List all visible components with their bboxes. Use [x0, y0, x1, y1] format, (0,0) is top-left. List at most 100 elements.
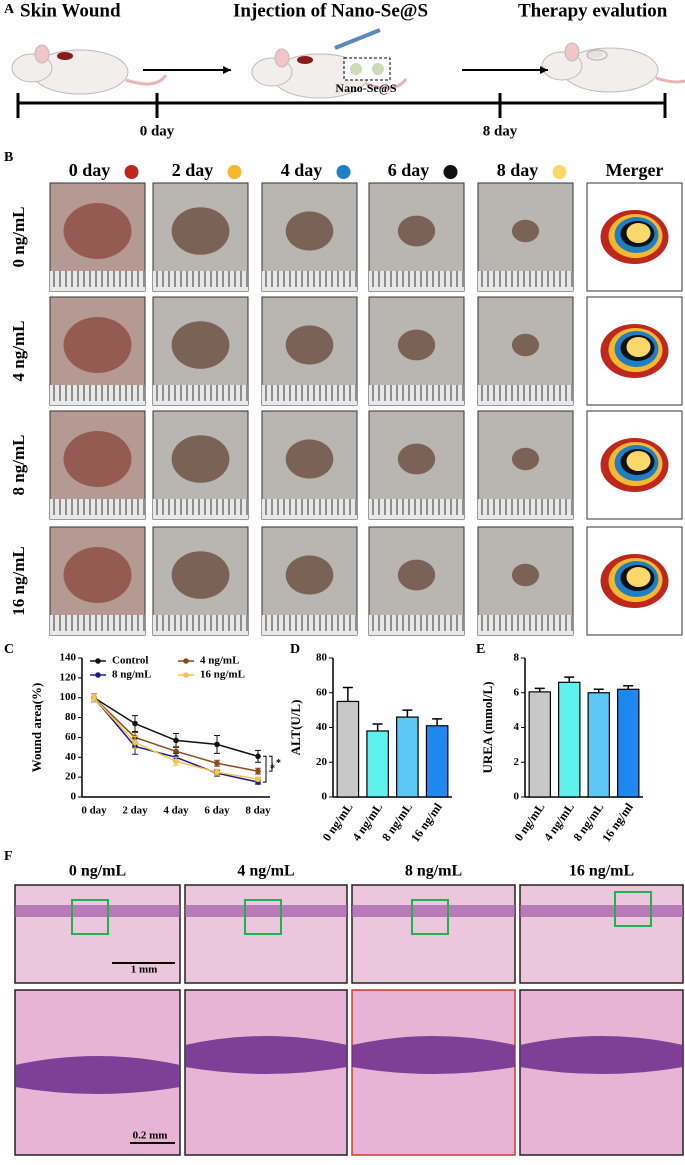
label: 16 ng/mL [9, 546, 28, 615]
roi [244, 899, 282, 935]
label: Nano-Se@S [335, 81, 396, 95]
label: 16 ng/mL [569, 863, 634, 880]
ruler [478, 271, 573, 291]
legend-marker [95, 672, 101, 678]
x-tick-label: 16 ng/ml [408, 800, 445, 845]
merger-outline [626, 451, 651, 471]
wound-area [511, 563, 540, 587]
epidermis [352, 905, 515, 917]
label: 8 ng/mL [405, 863, 462, 880]
y-tick-label: 140 [60, 652, 77, 664]
bar [425, 725, 449, 798]
label: 4 ng/mL [9, 321, 28, 382]
wound-area [285, 555, 334, 595]
y-tick-label: 100 [60, 691, 77, 703]
y-axis-label: Wound area(%) [29, 683, 44, 773]
wound-area [511, 333, 540, 357]
legend-marker [183, 672, 189, 678]
bar [587, 692, 610, 798]
wound [586, 49, 608, 61]
legend-label: 16 ng/mL [200, 669, 245, 681]
legend-dot [124, 165, 139, 179]
legend-label: 4 ng/mL [200, 655, 239, 667]
wound-area [397, 215, 436, 247]
y-tick-label: 40 [316, 721, 328, 733]
panel-label: E [476, 642, 485, 657]
ruler [50, 385, 145, 405]
wound-area [397, 443, 436, 475]
legend-marker [95, 658, 101, 664]
wound-area [63, 317, 132, 373]
label: Therapy evalution [518, 0, 668, 21]
ruler [50, 271, 145, 291]
wound-area [285, 439, 334, 479]
label: Injection of Nano-Se@S [233, 0, 428, 21]
ruler [262, 271, 357, 291]
point [214, 760, 220, 767]
mouse-ear [564, 42, 580, 62]
legend-dot [336, 165, 351, 179]
point [255, 753, 261, 760]
epidermis-layer [520, 1036, 683, 1074]
y-axis-label: ALT(U/L) [288, 700, 303, 756]
y-tick-label: 2 [514, 756, 520, 768]
mouse-tail [655, 76, 685, 84]
arrow-head [540, 66, 548, 74]
error-bar [402, 709, 413, 718]
ruler [262, 499, 357, 519]
label: Merger [606, 160, 664, 180]
point [173, 748, 179, 755]
ruler [50, 499, 145, 519]
label: 8 day [483, 123, 518, 139]
ruler [153, 271, 248, 291]
point [255, 776, 261, 782]
annotation: * [276, 758, 281, 769]
error-bar [342, 686, 353, 702]
roi [71, 899, 109, 935]
point [255, 768, 261, 774]
y-axis-label: UREA (mmol/L) [480, 681, 495, 773]
wound-area [285, 325, 334, 365]
significance-bracket [269, 755, 273, 772]
legend-label: Control [112, 655, 148, 667]
y-tick-label: 8 [514, 652, 520, 664]
ruler [478, 385, 573, 405]
y-tick-label: 0 [71, 791, 77, 803]
wound-area [171, 551, 230, 599]
ruler [369, 499, 464, 519]
y-tick-label: 80 [316, 652, 328, 664]
ruler [262, 615, 357, 635]
y-tick-label: 20 [65, 771, 77, 783]
wound [587, 50, 603, 58]
arrow-head [223, 66, 231, 74]
ruler [153, 385, 248, 405]
wound-area [397, 329, 436, 361]
x-tick-label: 4 day [163, 805, 189, 817]
point [173, 737, 179, 744]
label: 4 ng/mL [237, 863, 294, 880]
legend-dot [443, 165, 458, 179]
histology-low [519, 884, 684, 984]
ruler [153, 499, 248, 519]
panel-label: A [4, 2, 15, 17]
bar [528, 691, 551, 798]
label: 4 day [281, 160, 323, 180]
roi [614, 891, 652, 927]
ruler [369, 271, 464, 291]
y-tick-label: 60 [316, 686, 328, 698]
error-bar [372, 723, 383, 731]
panel-label: D [290, 642, 300, 657]
label: 0 day [140, 123, 175, 139]
legend-label: 8 ng/mL [112, 669, 151, 681]
panel-label: B [4, 150, 13, 165]
y-tick-label: 120 [60, 671, 77, 683]
ruler [478, 615, 573, 635]
y-tick-label: 80 [65, 711, 77, 723]
label: 6 day [388, 160, 430, 180]
label: 1 mm [131, 964, 158, 976]
ruler [478, 499, 573, 519]
roi [411, 899, 449, 935]
y-tick-label: 0 [514, 791, 520, 803]
ruler [50, 615, 145, 635]
